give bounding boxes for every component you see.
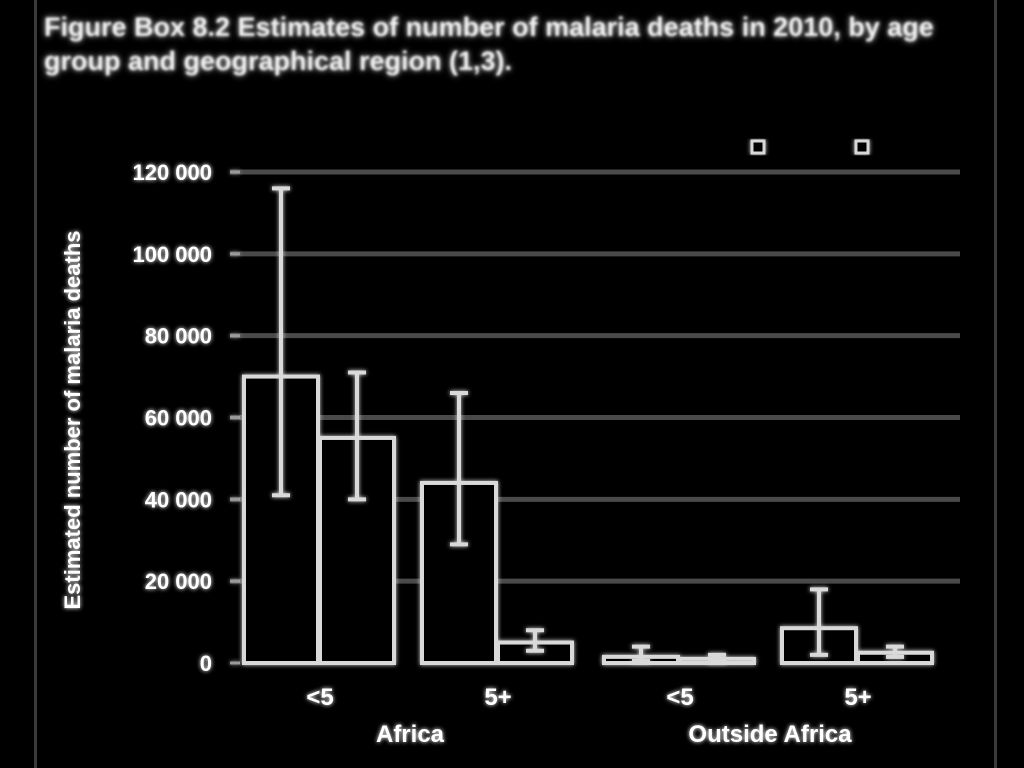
gridlines	[230, 169, 960, 584]
right-frame-line	[994, 0, 997, 768]
x-category-label: 5+	[484, 684, 511, 711]
x-category-label: <5	[666, 684, 693, 711]
x-group-label: Africa	[376, 721, 445, 748]
legend-swatch	[854, 139, 870, 155]
y-tick-label: 60 000	[145, 406, 212, 431]
y-axis-ticks: 0 20 000 40 000 60 000 80 000 100 000 120 000	[132, 160, 240, 676]
x-category-label: <5	[306, 684, 333, 711]
x-category-label: 5+	[844, 684, 871, 711]
bars	[242, 374, 934, 666]
y-tick-label: 80 000	[145, 324, 212, 349]
y-tick-label: 100 000	[132, 242, 212, 267]
figure-title: Figure Box 8.2 Estimates of number of ma…	[44, 12, 934, 76]
y-tick-label: 0	[200, 651, 212, 676]
left-frame-line	[34, 0, 37, 768]
x-axis-labels: <5 5+ <5 5+ Africa Outside Africa	[306, 684, 871, 748]
y-axis-title: Estimated number of malaria deaths	[60, 231, 85, 610]
error-bars	[272, 186, 904, 664]
y-tick-label: 120 000	[132, 160, 212, 185]
y-tick-label: 40 000	[145, 487, 212, 512]
x-group-label: Outside Africa	[688, 721, 852, 748]
legend	[750, 139, 870, 155]
legend-swatch	[750, 139, 766, 155]
y-tick-label: 20 000	[145, 569, 212, 594]
